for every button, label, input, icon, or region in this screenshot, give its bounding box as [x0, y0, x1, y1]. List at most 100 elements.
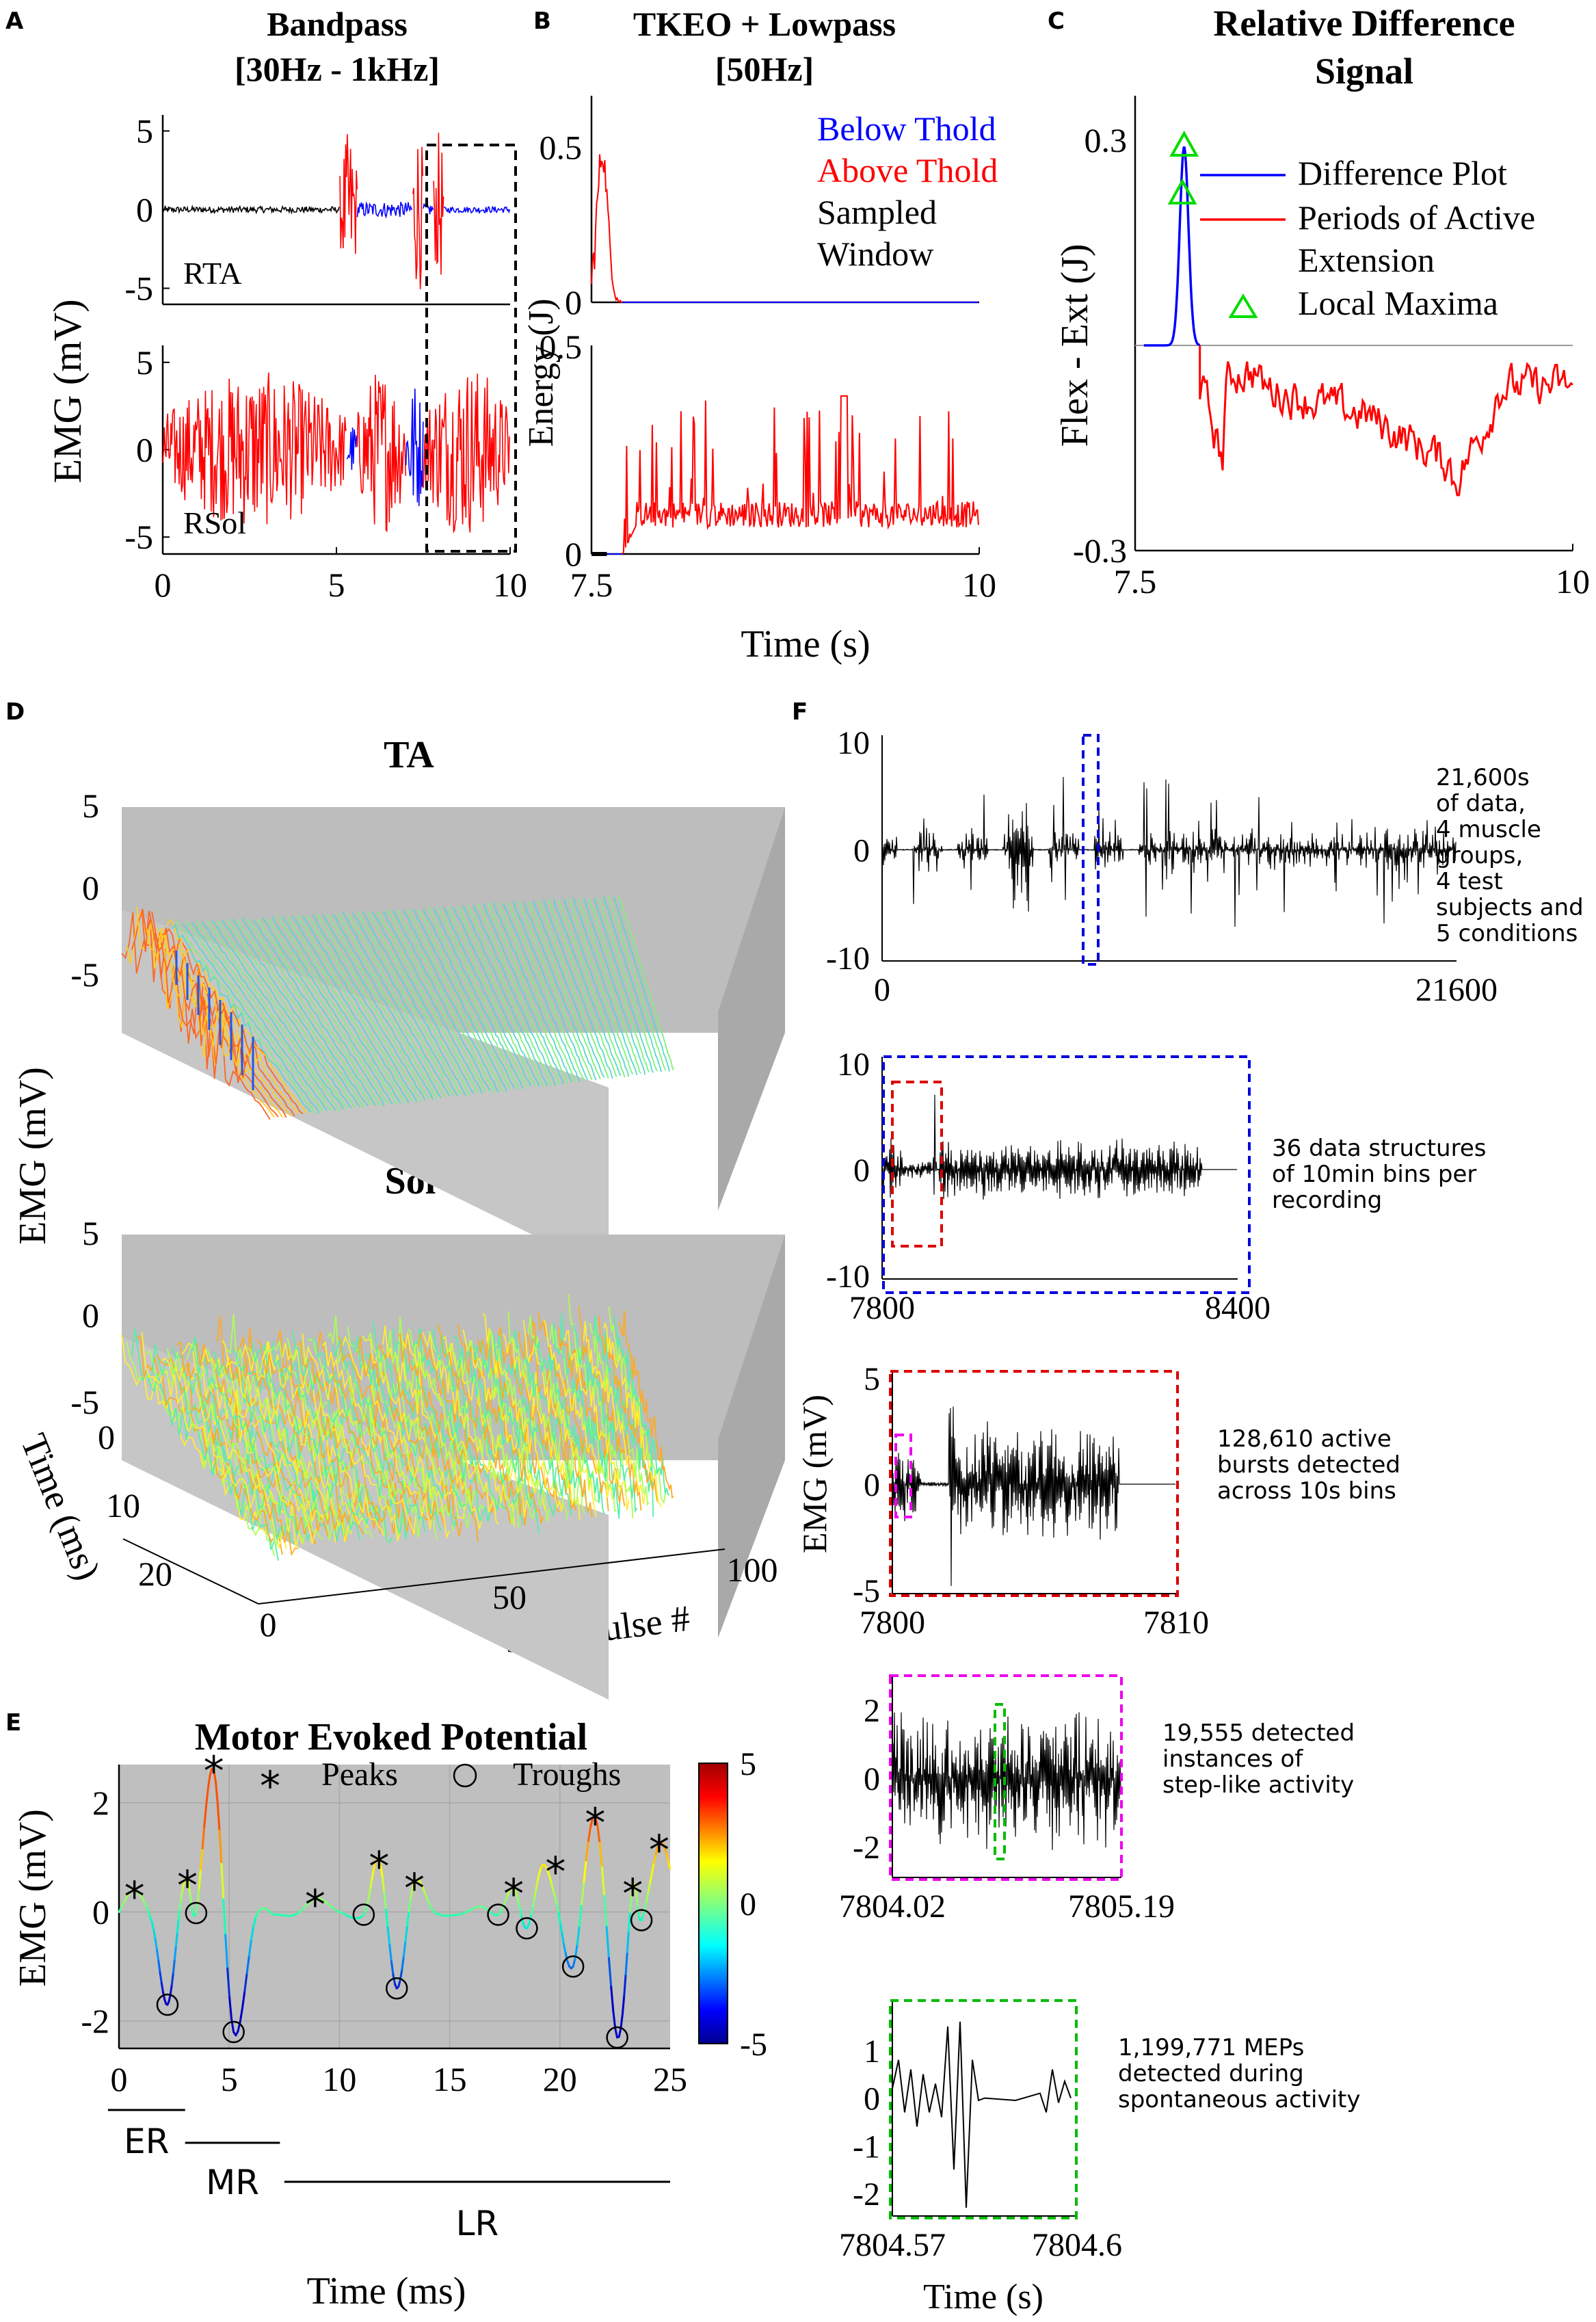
mep-trace-segment [576, 1925, 581, 1946]
surface-trace [533, 900, 605, 1078]
annotation-line: 4 muscle [1436, 816, 1541, 843]
mep-trace-segment [207, 1774, 211, 1790]
legend-label: Periods of Active [1298, 198, 1535, 237]
surface-trace [407, 1328, 503, 1509]
y-tick-label: 0 [98, 1418, 115, 1456]
annotation-line: groups, [1436, 842, 1523, 869]
legend-label: Difference Plot [1298, 154, 1507, 192]
side-wall [718, 807, 785, 1211]
surface-trace [588, 1321, 650, 1506]
panel-a-top-axes: -5 0 5 RTA [124, 112, 511, 308]
mep-trace-segment [535, 1879, 539, 1890]
y-tick-label: 0 [853, 833, 870, 869]
surface-trace [271, 1341, 393, 1544]
mep-trace-segment [248, 1938, 253, 1957]
y-tick-label: 0 [864, 1467, 880, 1503]
y-axis-line [122, 1538, 259, 1605]
mep-trace-segment [241, 1990, 246, 2009]
peak-marker: * [649, 1827, 669, 1875]
panel-e-colorbar: 5 0 -5 [698, 1746, 767, 2063]
colorbar-tick-label: 5 [740, 1746, 756, 1782]
surface-trace [186, 1340, 323, 1540]
surface-trace [352, 912, 458, 1096]
surface-trace [271, 916, 393, 1105]
mep-trace-segment [386, 1926, 391, 1947]
surface-trace [276, 1330, 397, 1534]
mep-trace-segment [624, 1951, 628, 1975]
surface-trace [497, 901, 576, 1083]
y-tick-label: 2 [92, 1784, 109, 1822]
surface-trace [387, 1317, 487, 1514]
mep-trace-segment [216, 1802, 221, 1832]
mep-trace-segment [154, 1938, 158, 1951]
surface-trace [382, 911, 483, 1094]
surface-trace [442, 906, 532, 1087]
mep-trace-segment [228, 1996, 233, 2020]
legend-label: Extension [1298, 241, 1435, 279]
surface-trace [558, 1327, 626, 1507]
panel-c-title-2: Signal [1315, 51, 1413, 92]
x-tick-label: 0 [874, 972, 890, 1008]
local-maximum-marker [1167, 178, 1197, 205]
active-extension-line [1199, 345, 1573, 497]
trough-marker [222, 2020, 245, 2044]
side-wall [718, 1235, 785, 1638]
green-zoom-box [994, 1703, 1006, 1860]
mep-trace-segment [556, 1903, 560, 1914]
surface-trace [503, 903, 581, 1083]
surface-trace [241, 1341, 369, 1529]
region-label: MR [206, 2163, 259, 2202]
surface-trace [447, 1343, 536, 1520]
surface-trace [603, 896, 662, 1072]
mep-trace-segment [368, 1887, 372, 1898]
surface-trace [543, 1319, 613, 1501]
panel-e: Motor Evoked Potential EMG (mV) Time (ms… [12, 1716, 767, 2312]
surface-trace [201, 921, 336, 1111]
x-tick-label: 25 [653, 2060, 687, 2098]
surface-trace [377, 911, 479, 1094]
surface-trace [206, 1348, 341, 1541]
mep-trace-segment [610, 1985, 615, 2012]
mep-trace-segment [594, 1815, 599, 1827]
x-tick-label: 7800 [860, 1605, 925, 1641]
mep-trace-segment [651, 1861, 655, 1873]
emg-trace-RTA [412, 146, 423, 289]
mep-trace-segment [189, 1895, 192, 1904]
trough-marker [516, 1917, 538, 1940]
annotation-line: 128,610 active [1217, 1425, 1392, 1453]
energy-trace [591, 154, 623, 304]
mep-trace-segment [612, 2009, 617, 2030]
mep-trace-segment [201, 1825, 206, 1849]
surface-trace [618, 1310, 674, 1499]
emg-trace-RTA [356, 201, 413, 219]
region-label: LR [456, 2204, 499, 2243]
mep-trace-segment [561, 1932, 565, 1945]
surface-trace [252, 1342, 377, 1526]
surface-trace [397, 910, 495, 1093]
mep-trace-segment [169, 1983, 173, 1996]
y-tick-label: 0 [565, 283, 582, 321]
emg-trace-RTA [433, 133, 444, 275]
y-tick-label: 5 [136, 343, 153, 382]
mep-trace-segment [589, 1816, 594, 1828]
legend-label: Below Thold [817, 109, 996, 148]
mep-trace-segment [198, 1868, 202, 1890]
peak-marker: * [204, 1747, 224, 1795]
surface-trace [503, 1334, 581, 1520]
mep-trace-segment [641, 1909, 646, 1918]
surface-trace [372, 912, 475, 1094]
z-tick-label: -5 [70, 955, 99, 994]
panel-f-xlabel: Time (s) [923, 2278, 1043, 2317]
panel-d-ylabel: Time (ms) [13, 1428, 109, 1586]
mep-trace-segment [607, 1957, 613, 1988]
surface-trace [337, 914, 447, 1098]
emg-trace-RTA [423, 201, 434, 215]
surface-trace [297, 1341, 414, 1535]
x-tick-label: 5 [221, 2060, 238, 2098]
y-tick-label: 0 [864, 2081, 880, 2117]
panel-f-ylabel: EMG (mV) [795, 1395, 834, 1553]
surface-trace [121, 1334, 271, 1535]
surface-trace [392, 910, 491, 1092]
